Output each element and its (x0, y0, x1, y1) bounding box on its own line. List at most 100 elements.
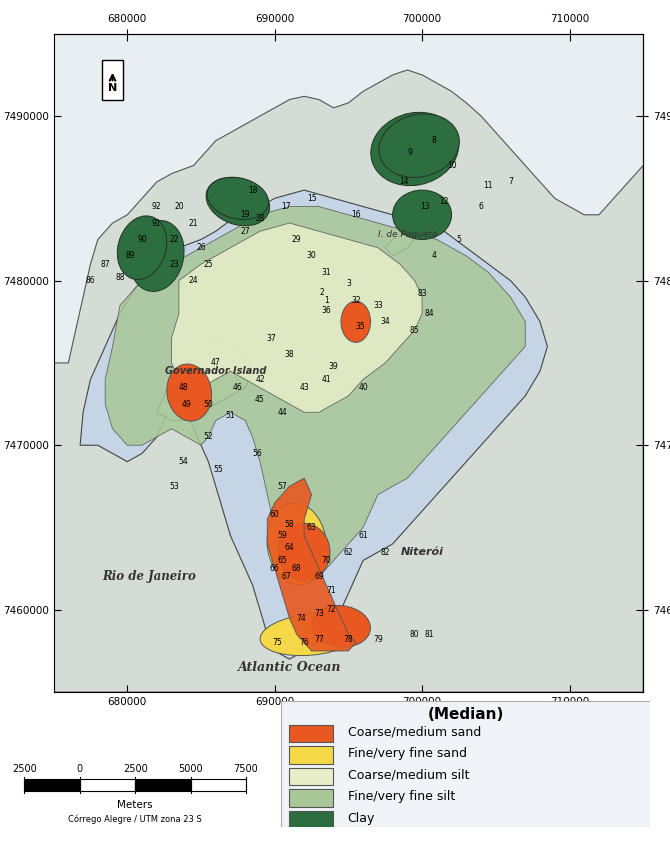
Text: 63: 63 (307, 523, 316, 532)
Text: 88: 88 (115, 273, 125, 282)
Polygon shape (157, 338, 253, 420)
Text: 41: 41 (322, 375, 331, 384)
Ellipse shape (371, 112, 459, 186)
FancyBboxPatch shape (281, 701, 650, 827)
Bar (25, 779, 80, 791)
Text: 85: 85 (410, 326, 419, 334)
Text: Clay: Clay (348, 812, 375, 825)
Text: 19: 19 (241, 210, 250, 219)
Text: 17: 17 (281, 202, 291, 211)
Text: 70: 70 (322, 556, 331, 565)
Text: Coarse/medium sand: Coarse/medium sand (348, 726, 481, 738)
Text: Fine/very fine silt: Fine/very fine silt (348, 790, 455, 803)
Text: 44: 44 (277, 408, 287, 417)
Text: 0: 0 (77, 764, 83, 774)
Text: 71: 71 (326, 586, 336, 594)
Text: Coarse/medium silt: Coarse/medium silt (348, 769, 469, 782)
Text: 68: 68 (292, 564, 302, 573)
Polygon shape (172, 223, 422, 413)
Bar (190, 779, 246, 791)
Text: 15: 15 (307, 194, 316, 203)
Text: 4: 4 (431, 252, 436, 261)
Ellipse shape (260, 614, 363, 656)
Text: 58: 58 (285, 520, 294, 528)
Text: (Median): (Median) (427, 707, 504, 722)
Text: 47: 47 (211, 359, 220, 367)
Text: 5: 5 (456, 235, 462, 244)
Polygon shape (267, 479, 356, 651)
Text: 24: 24 (189, 276, 198, 285)
Text: 38: 38 (285, 350, 294, 360)
Text: 2500: 2500 (123, 764, 147, 774)
Text: 45: 45 (255, 395, 265, 403)
Text: 21: 21 (189, 219, 198, 228)
Text: 6: 6 (478, 202, 484, 211)
Ellipse shape (117, 216, 167, 279)
Text: 80: 80 (410, 630, 419, 639)
FancyBboxPatch shape (289, 768, 333, 785)
Text: 86: 86 (86, 276, 95, 285)
Text: 53: 53 (170, 482, 180, 491)
Text: 18: 18 (248, 186, 257, 195)
Text: 3: 3 (346, 279, 351, 289)
Text: 30: 30 (307, 252, 316, 261)
Text: Atlantic Ocean: Atlantic Ocean (238, 661, 341, 674)
Text: 25: 25 (204, 260, 213, 268)
Text: 81: 81 (425, 630, 434, 639)
Text: 12: 12 (440, 197, 449, 206)
Text: 37: 37 (267, 333, 277, 343)
Text: 84: 84 (425, 309, 434, 318)
Ellipse shape (341, 301, 371, 343)
Text: 46: 46 (233, 383, 243, 392)
Text: Governador Island: Governador Island (165, 366, 267, 376)
Text: 2: 2 (320, 288, 324, 296)
Text: 14: 14 (399, 177, 409, 187)
Ellipse shape (379, 114, 460, 177)
Text: 28: 28 (255, 214, 265, 223)
Text: Meters: Meters (117, 800, 153, 810)
Polygon shape (80, 190, 547, 659)
Text: 31: 31 (322, 268, 331, 277)
Text: 69: 69 (314, 572, 324, 582)
Ellipse shape (312, 605, 371, 647)
Text: 75: 75 (273, 638, 283, 647)
FancyBboxPatch shape (289, 810, 333, 829)
Text: 26: 26 (196, 243, 206, 252)
Bar (80, 779, 135, 791)
Text: 32: 32 (351, 296, 360, 305)
Text: 52: 52 (204, 432, 213, 441)
Text: N: N (108, 84, 117, 94)
Text: 79: 79 (373, 635, 383, 644)
Text: 66: 66 (270, 564, 279, 573)
Ellipse shape (279, 523, 330, 581)
Text: 10: 10 (447, 161, 456, 170)
Text: 89: 89 (125, 252, 135, 261)
Text: 2500: 2500 (12, 764, 37, 774)
Text: 48: 48 (178, 383, 188, 392)
Text: 7500: 7500 (233, 764, 258, 774)
Text: 34: 34 (381, 317, 390, 327)
Text: 62: 62 (344, 548, 353, 557)
Ellipse shape (207, 177, 269, 219)
Text: Rio de Janeiro: Rio de Janeiro (103, 571, 196, 583)
Text: 7: 7 (508, 177, 513, 187)
Text: Niterói: Niterói (401, 547, 444, 557)
Text: 90: 90 (137, 235, 147, 244)
Text: 35: 35 (355, 322, 365, 331)
Ellipse shape (206, 177, 269, 226)
FancyBboxPatch shape (289, 789, 333, 807)
Polygon shape (54, 70, 643, 692)
Text: 73: 73 (314, 609, 324, 618)
Text: 40: 40 (358, 383, 368, 392)
Text: 67: 67 (281, 572, 291, 582)
Text: I. de Paquetá: I. de Paquetá (378, 230, 437, 239)
Text: 20: 20 (174, 202, 184, 211)
Text: 61: 61 (358, 531, 368, 540)
Text: 29: 29 (292, 235, 302, 244)
Polygon shape (105, 207, 525, 577)
FancyBboxPatch shape (103, 60, 123, 100)
Text: 57: 57 (277, 482, 287, 491)
Text: 16: 16 (351, 210, 360, 219)
Text: 23: 23 (170, 260, 180, 268)
Text: 78: 78 (344, 635, 353, 644)
